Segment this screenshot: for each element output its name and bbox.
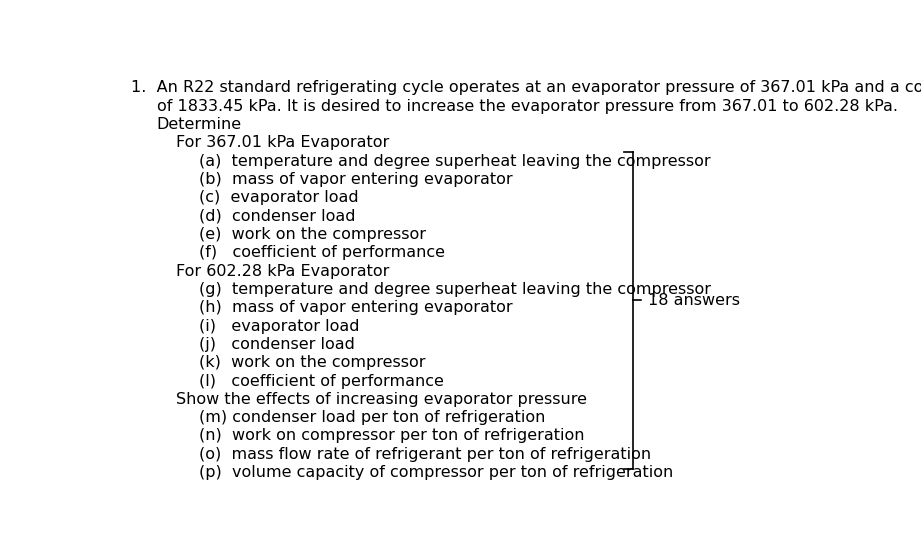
Text: 18 answers: 18 answers [648, 293, 740, 308]
Text: (k)  work on the compressor: (k) work on the compressor [199, 355, 426, 370]
Text: For 367.01 kPa Evaporator: For 367.01 kPa Evaporator [176, 135, 389, 150]
Text: Determine: Determine [157, 117, 241, 132]
Text: (j)   condenser load: (j) condenser load [199, 337, 356, 352]
Text: (n)  work on compressor per ton of refrigeration: (n) work on compressor per ton of refrig… [199, 428, 585, 444]
Text: (c)  evaporator load: (c) evaporator load [199, 190, 359, 205]
Text: of 1833.45 kPa. It is desired to increase the evaporator pressure from 367.01 to: of 1833.45 kPa. It is desired to increas… [157, 98, 898, 114]
Text: (a)  temperature and degree superheat leaving the compressor: (a) temperature and degree superheat lea… [199, 154, 711, 168]
Text: For 602.28 kPa Evaporator: For 602.28 kPa Evaporator [176, 264, 390, 278]
Text: (h)  mass of vapor entering evaporator: (h) mass of vapor entering evaporator [199, 300, 513, 315]
Text: 1.  An R22 standard refrigerating cycle operates at an evaporator pressure of 36: 1. An R22 standard refrigerating cycle o… [131, 80, 921, 95]
Text: (g)  temperature and degree superheat leaving the compressor: (g) temperature and degree superheat lea… [199, 282, 711, 297]
Text: (l)   coefficient of performance: (l) coefficient of performance [199, 374, 444, 388]
Text: (o)  mass flow rate of refrigerant per ton of refrigeration: (o) mass flow rate of refrigerant per to… [199, 447, 651, 462]
Text: (m) condenser load per ton of refrigeration: (m) condenser load per ton of refrigerat… [199, 410, 546, 425]
Text: (p)  volume capacity of compressor per ton of refrigeration: (p) volume capacity of compressor per to… [199, 465, 673, 480]
Text: (f)   coefficient of performance: (f) coefficient of performance [199, 245, 446, 260]
Text: (b)  mass of vapor entering evaporator: (b) mass of vapor entering evaporator [199, 172, 513, 187]
Text: Show the effects of increasing evaporator pressure: Show the effects of increasing evaporato… [176, 392, 587, 407]
Text: (e)  work on the compressor: (e) work on the compressor [199, 227, 426, 242]
Text: (d)  condenser load: (d) condenser load [199, 208, 356, 224]
Text: (i)   evaporator load: (i) evaporator load [199, 318, 360, 334]
